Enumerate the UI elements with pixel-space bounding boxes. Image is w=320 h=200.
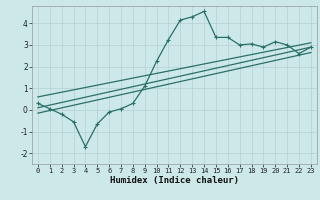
X-axis label: Humidex (Indice chaleur): Humidex (Indice chaleur)	[110, 176, 239, 185]
